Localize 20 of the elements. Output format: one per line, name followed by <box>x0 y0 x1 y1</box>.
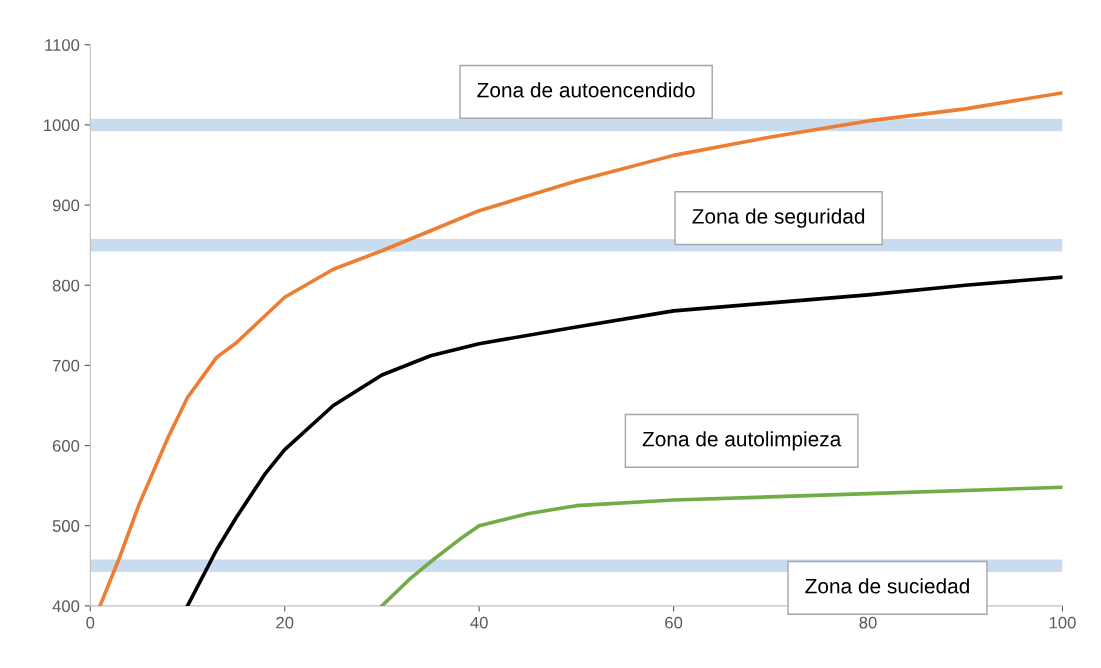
x-tick-label: 100 <box>1049 616 1076 629</box>
y-tick-label: 700 <box>52 359 80 372</box>
x-tick-label: 40 <box>470 616 488 629</box>
y-tick-label: 1000 <box>44 119 80 132</box>
y-tick-label: 600 <box>52 439 80 452</box>
line-series <box>380 485 1063 606</box>
x-tick-label: 20 <box>276 616 294 629</box>
y-tick-label: 500 <box>52 520 80 532</box>
y-tick-label: 400 <box>52 600 80 613</box>
x-tick-label: 0 <box>86 616 95 629</box>
x-tick-label: 80 <box>859 616 877 629</box>
annotation: Zona de seguridad <box>692 208 865 228</box>
x-tick-label: 60 <box>665 616 683 629</box>
annotation: Zona de autolimpieza <box>642 431 842 451</box>
y-tick-label: 900 <box>52 199 80 212</box>
annotation: Zona de suciedad <box>805 578 969 594</box>
y-tick-label: 800 <box>52 279 80 292</box>
annotation: Zona de autoencendido <box>477 82 695 98</box>
y-tick-label: 1100 <box>45 39 80 51</box>
line-series <box>185 275 1063 606</box>
